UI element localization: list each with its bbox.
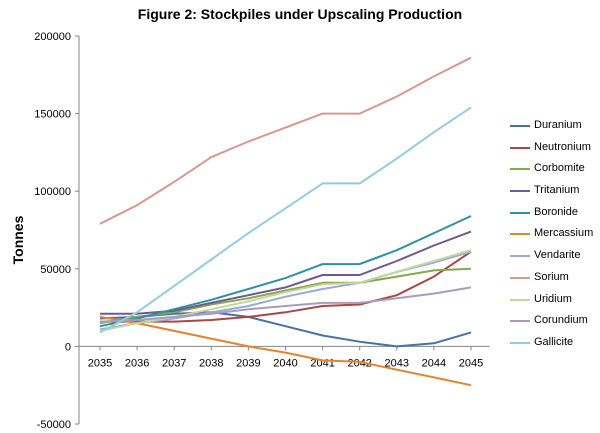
series-line-uridium [99, 249, 472, 332]
series-line-gallicite [99, 106, 472, 334]
x-tick-label: 2040 [273, 357, 297, 369]
legend-label: Sorium [534, 270, 569, 283]
x-tick-label: 2037 [162, 357, 186, 369]
legend-swatch [510, 125, 530, 127]
y-tick-label: 0 [65, 341, 71, 353]
x-tick-label: 2039 [236, 357, 260, 369]
legend-swatch [510, 320, 530, 323]
series-line-neutronium [100, 250, 472, 323]
legend-label: Corbomite [534, 162, 585, 175]
x-tick-label: 2044 [422, 357, 446, 369]
y-tick-label: 200000 [34, 31, 71, 43]
chart-title: Figure 2: Stockpiles under Upscaling Pro… [137, 6, 463, 22]
series-line-mercassium [99, 315, 472, 387]
x-tick-label: 2042 [347, 357, 371, 369]
y-tick-label: -50000 [37, 419, 71, 431]
y-tick-label: 150000 [34, 109, 71, 121]
x-tick-label: 2038 [199, 357, 223, 369]
legend-swatch [510, 341, 530, 344]
series-line-boronide [99, 215, 472, 328]
legend-swatch [510, 276, 530, 279]
legend-label: Tritanium [534, 184, 580, 197]
x-tick-label: 2045 [459, 357, 483, 369]
legend-swatch [510, 211, 530, 214]
y-tick-label: 50000 [40, 264, 71, 276]
legend-swatch [510, 298, 530, 301]
legend-swatch [510, 146, 530, 149]
legend-swatch [510, 255, 530, 258]
series-line-corbomite [99, 267, 472, 325]
legend-label: Mercassium [534, 227, 594, 240]
series-line-corundium [99, 286, 472, 323]
legend-label: Gallicite [534, 335, 574, 348]
legend-swatch [510, 168, 530, 171]
x-tick-label: 2036 [125, 357, 149, 369]
legend-label: Boronide [534, 205, 579, 218]
x-tick-label: 2035 [88, 357, 112, 369]
x-tick-label: 2043 [385, 357, 409, 369]
legend-label: Neutronium [534, 140, 591, 153]
legend-label: Duranium [534, 119, 582, 131]
legend-swatch [510, 190, 530, 193]
legend-label: Corundium [534, 314, 588, 327]
series-line-duranium [99, 311, 472, 348]
y-tick-label: 100000 [34, 186, 71, 198]
legend-label: Vendarite [534, 249, 581, 262]
legend-swatch [510, 233, 530, 236]
legend-label: Uridium [534, 292, 572, 305]
series-line-sorium [99, 56, 472, 225]
